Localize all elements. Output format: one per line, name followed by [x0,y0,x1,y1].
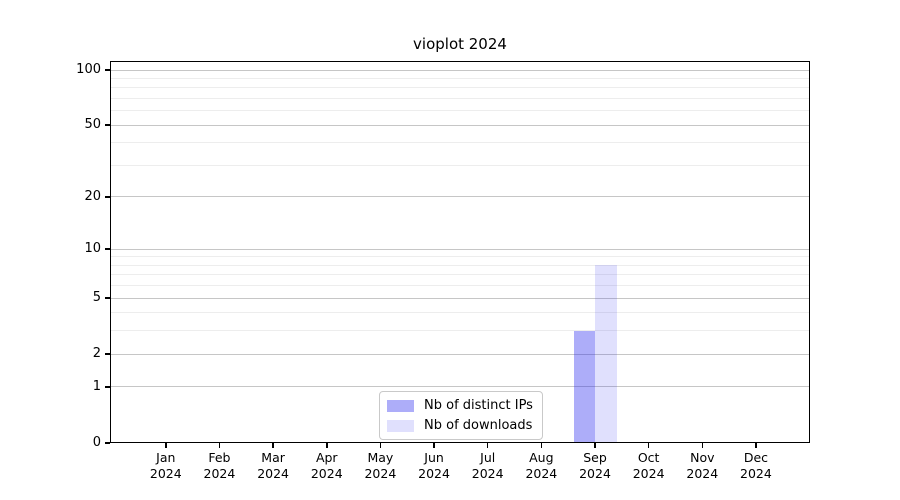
x-tick-mark [326,443,328,448]
gridline [110,248,810,250]
y-tick-label: 50 [84,117,101,133]
y-tick-label: 0 [92,435,101,450]
x-tick-mark [218,443,221,448]
legend-item: Nb of distinct IPs [387,398,533,413]
x-tick-label: Dec 2024 [728,450,784,482]
x-tick-month: Mar [261,450,285,465]
legend-label: Nb of distinct IPs [424,398,533,413]
x-tick-month: Jun [424,450,444,465]
x-tick-month: Jan [156,450,176,465]
gridline [110,297,810,299]
x-tick-label: Apr 2024 [299,450,355,482]
y-tick-mark [105,124,110,126]
x-tick-year: 2024 [740,466,772,481]
bar-nb-of-downloads [595,265,617,443]
x-tick-label: Jul 2024 [460,450,516,482]
x-tick-mark [540,443,543,448]
x-tick-mark [647,443,650,448]
x-tick-month: Sep [583,450,607,465]
x-tick-label: Jun 2024 [406,450,462,482]
gridline [110,264,810,266]
x-tick-year: 2024 [149,466,182,481]
x-tick-label: Mar 2024 [245,450,301,482]
gridline [110,330,810,332]
legend: Nb of distinct IPs Nb of downloads [379,391,543,440]
x-tick-year: 2024 [525,466,558,481]
y-tick-label: 100 [76,62,101,77]
bar-nb-of-distinct-ips [573,330,595,443]
x-tick-mark [165,443,167,448]
x-tick-mark [755,443,757,448]
x-tick-year: 2024 [203,466,236,481]
gridline [110,386,810,388]
gridline [110,110,810,112]
gridline [110,69,810,71]
x-tick-year: 2024 [471,466,504,481]
x-tick-year: 2024 [579,466,611,481]
x-tick-year: 2024 [632,466,665,481]
x-tick-label: Oct 2024 [621,450,677,482]
x-tick-year: 2024 [686,466,719,481]
x-tick-year: 2024 [257,466,289,481]
y-tick-mark [105,196,110,198]
x-tick-mark [433,443,435,448]
x-tick-label: Aug 2024 [513,450,569,482]
y-tick-label: 2 [92,346,101,362]
x-tick-mark [701,443,704,448]
gridline [110,196,810,198]
chart-title: vioplot 2024 [413,35,507,53]
x-tick-month: Feb [208,450,231,465]
gridline [110,256,810,258]
gridline [110,312,810,314]
x-tick-mark [486,443,489,448]
legend-swatch [387,399,414,412]
y-tick-mark [105,297,110,299]
x-tick-label: Nov 2024 [674,450,730,482]
x-tick-month: Apr [315,450,338,465]
gridline [110,142,810,144]
y-tick-label: 5 [92,290,101,306]
x-tick-label: Jan 2024 [138,450,194,482]
x-tick-month: Oct [637,450,660,465]
gridline [110,77,810,79]
x-tick-year: 2024 [310,466,343,481]
y-tick-mark [105,69,110,71]
y-tick-mark [105,442,110,444]
y-tick-mark [105,248,110,250]
legend-item: Nb of downloads [387,418,533,433]
gridline [110,274,810,276]
x-tick-year: 2024 [418,466,450,481]
x-tick-month: Aug [529,450,554,465]
gridline [110,97,810,99]
legend-swatch [387,419,414,432]
y-tick-mark [105,386,110,388]
gridline [110,87,810,89]
gridline [110,285,810,287]
x-tick-month: May [367,450,394,465]
gridline [110,164,810,166]
y-tick-label: 20 [84,188,101,204]
y-tick-label: 1 [92,378,101,394]
x-tick-label: Sep 2024 [567,450,623,482]
y-tick-mark [105,353,110,355]
legend-label: Nb of downloads [424,418,533,433]
gridline [110,353,810,355]
gridline [110,124,810,126]
x-tick-label: Feb 2024 [191,450,247,482]
x-tick-month: Dec [743,450,769,465]
x-tick-year: 2024 [364,466,397,481]
x-tick-mark [594,443,596,448]
x-tick-mark [379,443,382,448]
x-tick-label: May 2024 [352,450,408,482]
y-tick-label: 10 [84,241,101,257]
x-tick-month: Nov [690,450,715,465]
x-tick-mark [272,443,274,448]
x-tick-month: Jul [480,450,496,465]
